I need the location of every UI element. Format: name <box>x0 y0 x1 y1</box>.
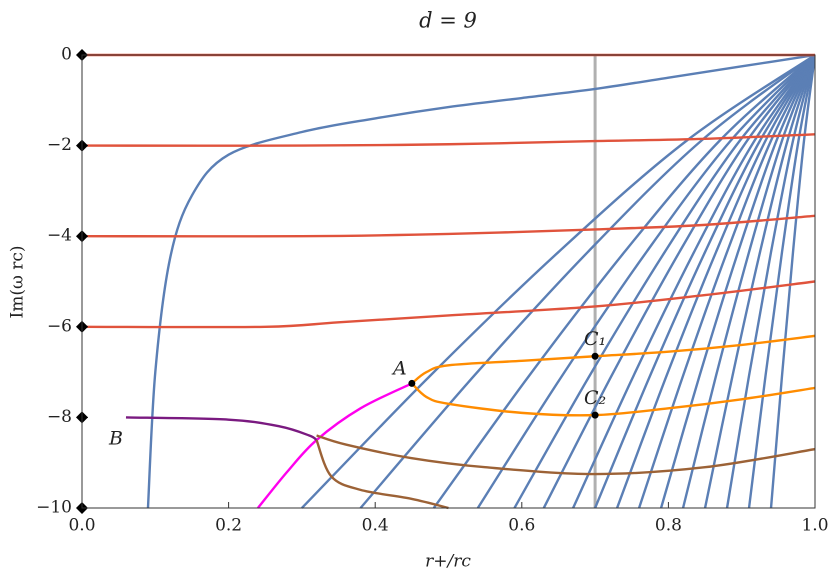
plot-area <box>82 53 815 510</box>
curve <box>542 54 815 509</box>
curve <box>476 54 815 509</box>
annotation-label: B <box>108 427 123 449</box>
curve <box>572 54 815 509</box>
curve <box>125 416 318 442</box>
curve <box>703 54 815 509</box>
annotation-point <box>591 411 599 419</box>
curve <box>637 54 815 509</box>
curve <box>82 133 815 147</box>
y-tick-label: −8 <box>47 407 72 427</box>
curve <box>432 54 815 509</box>
plot-frame <box>81 54 816 509</box>
y-tick-label: 0 <box>61 45 72 65</box>
x-tick-label: 0.6 <box>508 516 535 536</box>
curve <box>615 54 815 509</box>
x-axis-label: r+/rc <box>425 552 471 572</box>
x-tick-label: 0.4 <box>362 516 389 536</box>
curve <box>256 382 413 509</box>
curve <box>315 439 449 510</box>
chart-title: d = 9 <box>419 9 477 33</box>
y-tick-label: −2 <box>47 135 72 155</box>
curve <box>659 54 815 509</box>
y-tick-label: −10 <box>36 498 72 518</box>
curve <box>681 54 815 509</box>
curve <box>301 54 815 509</box>
curve <box>411 334 815 385</box>
curve <box>725 54 815 509</box>
curve <box>359 54 815 509</box>
x-tick-label: 0.8 <box>655 516 682 536</box>
x-tick-label: 0.2 <box>215 516 242 536</box>
x-tick-label: 0.0 <box>68 516 95 536</box>
annotation-label: C₂ <box>584 387 606 409</box>
curve <box>316 434 815 476</box>
annotation-label: C₁ <box>584 328 606 350</box>
curve <box>82 280 815 329</box>
x-tick-label: 1.0 <box>801 516 828 536</box>
curve <box>769 54 815 509</box>
curve <box>593 54 815 509</box>
y-tick-label: −6 <box>47 316 72 336</box>
curve <box>513 54 815 509</box>
y-tick-label: −4 <box>47 226 72 246</box>
curve <box>82 214 815 238</box>
annotation-point <box>591 352 599 360</box>
curve <box>411 382 815 417</box>
y-axis-label: Im(ω rc) <box>8 245 28 318</box>
annotation-label: A <box>391 357 407 379</box>
annotation-point <box>408 379 416 387</box>
curve <box>747 54 815 509</box>
curve <box>146 53 815 509</box>
